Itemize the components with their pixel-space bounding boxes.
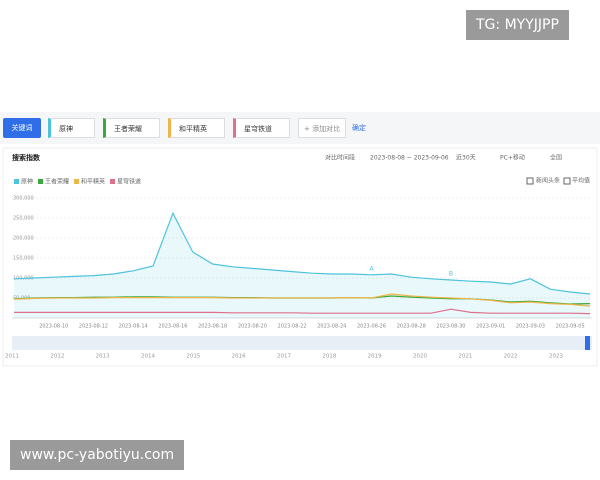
panel-title: 搜索指数 <box>12 153 41 162</box>
confirm[interactable]: 确定 <box>352 124 366 132</box>
year-label: 2023 <box>549 354 563 360</box>
year-label: 2012 <box>50 354 64 360</box>
x-tick-label: 2023-08-10 <box>39 324 68 330</box>
x-tick-label: 2023-08-26 <box>357 324 386 330</box>
annotation: B <box>449 271 453 278</box>
annotation: A <box>369 265 374 272</box>
y-tick-label: 100,000 <box>13 276 34 282</box>
keyword-button[interactable]: 关键词 <box>3 118 41 138</box>
area <box>14 213 590 318</box>
y-tick-label: 300,000 <box>13 196 34 202</box>
legend-label: 星穹铁道 <box>117 178 141 186</box>
x-tick-label: 2023-08-30 <box>436 324 465 330</box>
x-tick-label: 2023-08-12 <box>79 324 108 330</box>
legend-swatch <box>110 179 116 184</box>
legend-label: 王者荣耀 <box>45 178 69 186</box>
keyword-input[interactable]: 原神 <box>48 118 95 138</box>
device: PC+移动 <box>500 154 525 162</box>
y-tick-label: 50,000 <box>13 296 31 302</box>
navigator <box>12 336 592 350</box>
year-label: 2013 <box>96 354 110 360</box>
date-range: 2023-08-08 ~ 2023-09-06 <box>370 155 449 162</box>
x-tick-label: 2023-08-14 <box>119 324 148 330</box>
x-tick-label: 2023-09-01 <box>476 324 505 330</box>
year-label: 2022 <box>504 354 518 360</box>
keyword-input[interactable]: 和平精英 <box>168 118 225 138</box>
year-label: 2017 <box>277 354 291 360</box>
x-tick-label: 2023-08-24 <box>317 324 346 330</box>
x-tick-label: 2023-09-03 <box>516 324 545 330</box>
panel <box>2 147 598 367</box>
legend-label: 和平精英 <box>81 178 105 186</box>
legend-swatch <box>14 179 19 184</box>
x-tick-label: 2023-08-22 <box>278 324 307 330</box>
navigator-handle <box>585 336 590 350</box>
legend-swatch <box>38 179 44 184</box>
year-label: 2015 <box>186 354 200 360</box>
region: 全国 <box>550 154 562 162</box>
average-toggle: 平均值 <box>572 177 590 185</box>
year-label: 2019 <box>368 354 382 360</box>
year-label: 2021 <box>458 354 472 360</box>
watermark: TG: MYYJJPP <box>466 10 569 40</box>
legend-swatch <box>74 179 80 184</box>
keyword-input[interactable]: 星穹铁道 <box>233 118 290 138</box>
line <box>14 308 591 315</box>
y-tick-label: 150,000 <box>13 256 34 262</box>
x-tick-label: 2023-09-05 <box>556 324 585 330</box>
period: 近30天 <box>456 154 476 162</box>
keyword-input[interactable]: 王者荣耀 <box>103 118 160 138</box>
x-tick-label: 2023-08-16 <box>158 324 187 330</box>
compare-toggle: 对比时间段 <box>325 154 355 162</box>
x-tick-label: 2023-08-28 <box>397 324 426 330</box>
add-compare[interactable]: + 添加对比 <box>298 118 346 138</box>
x-tick-label: 2023-08-20 <box>238 324 267 330</box>
checkbox <box>563 177 571 185</box>
line <box>13 295 591 305</box>
year-label: 2014 <box>141 354 155 360</box>
year-label: 2018 <box>322 354 336 360</box>
watermark: www.pc-yabotiyu.com <box>10 440 185 470</box>
y-tick-label: 250,000 <box>13 216 34 222</box>
line <box>13 293 591 307</box>
year-label: 2011 <box>5 354 19 360</box>
line <box>13 211 591 295</box>
news-toggle: 新闻头条 <box>536 177 560 185</box>
legend-label: 原神 <box>21 178 33 186</box>
year-label: 2016 <box>232 354 246 360</box>
year-label: 2020 <box>413 354 427 360</box>
y-tick-label: 200,000 <box>13 236 34 242</box>
x-tick-label: 2023-08-18 <box>198 324 227 330</box>
checkbox <box>526 177 534 185</box>
